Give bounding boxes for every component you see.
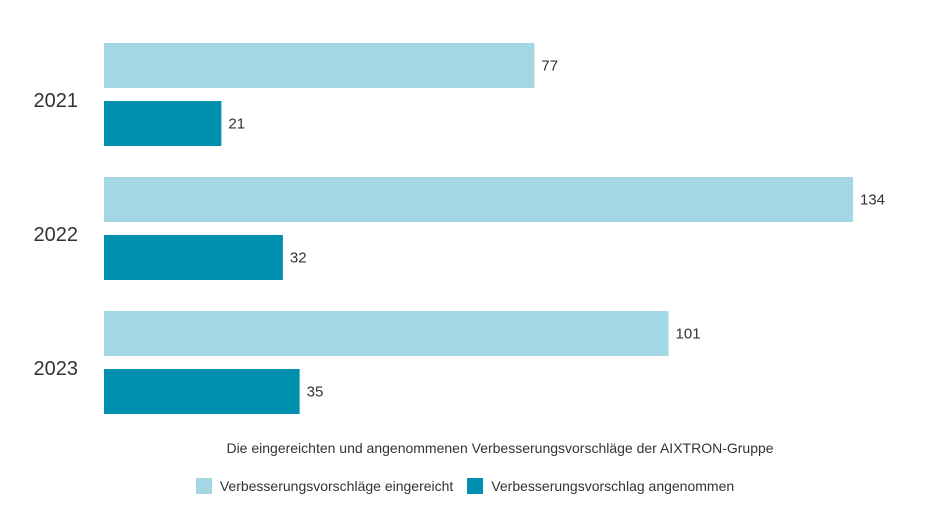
legend: Verbesserungsvorschläge eingereicht Verb…	[0, 478, 930, 494]
bar-2022-eingereicht	[104, 177, 853, 222]
value-label-2021-angenommen: 21	[228, 116, 245, 133]
category-label-2022: 2022	[34, 224, 79, 246]
value-label-2022-eingereicht: 134	[860, 192, 885, 209]
bar-2021-eingereicht	[104, 43, 535, 88]
chart-title: Die eingereichten und angenommenen Verbe…	[226, 440, 774, 456]
category-label-2023: 2023	[34, 358, 79, 380]
category-label-2021: 2021	[34, 90, 79, 112]
value-label-2023-eingereicht: 101	[676, 326, 701, 343]
legend-label-angenommen: Verbesserungsvorschlag angenommen	[491, 478, 735, 494]
legend-item-angenommen: Verbesserungsvorschlag angenommen	[467, 478, 734, 494]
legend-swatch-angenommen	[467, 478, 484, 494]
bar-2023-angenommen	[104, 369, 300, 414]
bar-2023-eingereicht	[104, 311, 669, 356]
value-label-2021-eingereicht: 77	[541, 58, 558, 75]
bar-2022-angenommen	[104, 235, 283, 280]
legend-label-eingereicht: Verbesserungsvorschläge eingereicht	[219, 478, 454, 494]
value-label-2022-angenommen: 32	[290, 250, 307, 267]
bar-2021-angenommen	[104, 101, 222, 146]
value-label-2023-angenommen: 35	[307, 384, 324, 401]
legend-item-eingereicht: Verbesserungsvorschläge eingereicht	[195, 478, 454, 494]
legend-swatch-eingereicht	[195, 478, 212, 494]
bar-chart: 2021 77 21 2022 134 32 2023 101 35	[34, 43, 885, 414]
